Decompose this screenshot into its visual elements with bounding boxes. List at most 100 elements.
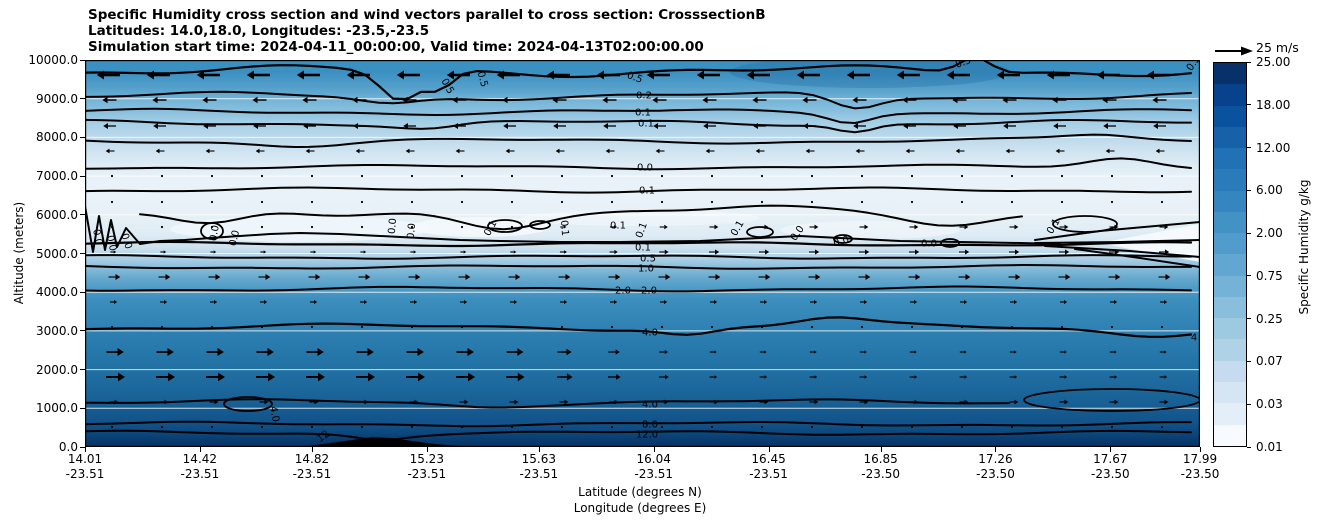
wind-arrowhead	[714, 350, 717, 354]
wind-arrowhead	[815, 274, 821, 280]
colorbar-tick-label: 6.00	[1256, 183, 1283, 198]
y-tick-label: 9000.0	[36, 91, 78, 106]
wind-arrowhead	[115, 274, 121, 280]
contour-label: 4	[1191, 333, 1197, 344]
wind-arrowhead	[696, 70, 704, 80]
wind-dot	[460, 425, 464, 429]
wind-arrowhead	[1014, 224, 1019, 230]
wind-dot	[460, 200, 464, 204]
colorbar-band	[1214, 105, 1246, 127]
wind-arrowhead	[1005, 148, 1010, 154]
wind-arrowhead	[403, 123, 408, 129]
x-tick-label-latitude: 17.67	[1093, 452, 1128, 466]
wind-arrowhead	[614, 399, 619, 405]
wind-arrowhead	[664, 224, 668, 230]
colorbar-band	[1214, 84, 1246, 106]
contour-label: 1.0	[638, 264, 654, 275]
wind-arrowhead	[318, 372, 326, 382]
wind-arrowhead	[305, 148, 310, 154]
contour-loop	[529, 220, 551, 230]
wind-arrowhead	[705, 148, 710, 154]
wind-arrowhead	[752, 96, 758, 104]
wind-dot	[910, 325, 914, 329]
wind-arrowhead	[265, 274, 271, 280]
wind-arrowhead	[396, 70, 404, 80]
wind-arrowhead	[446, 70, 454, 80]
contour-line	[85, 398, 1010, 409]
wind-arrowhead	[552, 96, 558, 104]
wind-dot	[760, 200, 764, 204]
wind-dot	[410, 325, 414, 329]
wind-arrowhead	[117, 348, 124, 356]
x-tick-label-longitude: -23.51	[292, 467, 332, 481]
wind-arrowhead	[213, 250, 217, 254]
x-tick-mark	[85, 447, 86, 452]
wind-arrowhead	[263, 250, 267, 254]
wind-arrowhead	[715, 249, 720, 255]
wind-dot	[660, 425, 664, 429]
wind-arrowhead	[1065, 274, 1071, 280]
contour-label: 4.0	[642, 400, 658, 411]
wind-dot	[110, 200, 114, 204]
wind-dot	[510, 325, 514, 329]
contour-label: 0.1	[558, 220, 570, 237]
wind-dot	[1110, 425, 1114, 429]
x-tick-label-latitude: 16.45	[751, 452, 786, 466]
contour-line	[139, 204, 1023, 231]
wind-dot	[660, 174, 664, 178]
y-tick-label: 8000.0	[36, 130, 78, 145]
contour-line	[85, 157, 1192, 171]
wind-arrowhead	[603, 123, 608, 129]
y-tick-label: 4000.0	[36, 285, 78, 300]
wind-dot	[660, 325, 664, 329]
wind-arrowhead	[402, 96, 408, 104]
wind-arrowhead	[605, 148, 610, 154]
wind-arrowhead	[302, 96, 308, 104]
wind-arrowhead	[864, 350, 867, 354]
wind-arrowhead	[714, 399, 719, 405]
wind-arrowhead	[914, 350, 917, 354]
wind-arrowhead	[814, 350, 817, 354]
wind-arrowhead	[1164, 300, 1168, 304]
y-tick-mark	[80, 253, 85, 254]
wind-arrowhead	[1014, 399, 1019, 405]
wind-dot	[410, 225, 414, 229]
wind-arrowhead	[864, 300, 868, 304]
wind-dot	[910, 174, 914, 178]
wind-arrowhead	[352, 96, 358, 104]
contour-line	[1034, 239, 1200, 244]
wind-dot	[1110, 174, 1114, 178]
colorbar-band	[1214, 211, 1246, 234]
wind-arrowhead	[1146, 70, 1154, 80]
wind-arrowhead	[165, 274, 171, 280]
wind-arrowhead	[314, 300, 318, 304]
wind-dot	[110, 174, 114, 178]
wind-arrowhead	[814, 399, 819, 405]
wind-arrowhead	[996, 70, 1004, 80]
wind-arrowhead	[965, 249, 970, 255]
wind-arrowhead	[255, 148, 260, 154]
wind-dot	[310, 425, 314, 429]
wind-arrowhead	[846, 70, 854, 80]
wind-arrowhead	[464, 399, 469, 405]
wind-arrowhead	[1103, 123, 1108, 129]
wind-dot	[360, 325, 364, 329]
wind-dot	[960, 325, 964, 329]
wind-dot	[1160, 174, 1164, 178]
wind-arrowhead	[614, 300, 618, 304]
wind-arrowhead	[714, 224, 719, 230]
wind-arrowhead	[152, 96, 158, 104]
y-tick-label: 10000.0	[28, 53, 78, 67]
wind-dot	[1010, 174, 1014, 178]
wind-dot	[610, 200, 614, 204]
wind-arrowhead	[246, 70, 254, 80]
wind-arrowhead	[1155, 148, 1160, 154]
wind-arrowhead	[614, 225, 618, 229]
x-tick-mark	[995, 447, 997, 452]
y-tick-label: 7000.0	[36, 169, 78, 184]
wind-arrowhead	[1102, 96, 1108, 104]
wind-dot	[460, 325, 464, 329]
wind-reference-arrow	[1215, 46, 1253, 56]
colorbar-tick-label: 12.00	[1256, 140, 1291, 155]
wind-dot	[160, 325, 164, 329]
